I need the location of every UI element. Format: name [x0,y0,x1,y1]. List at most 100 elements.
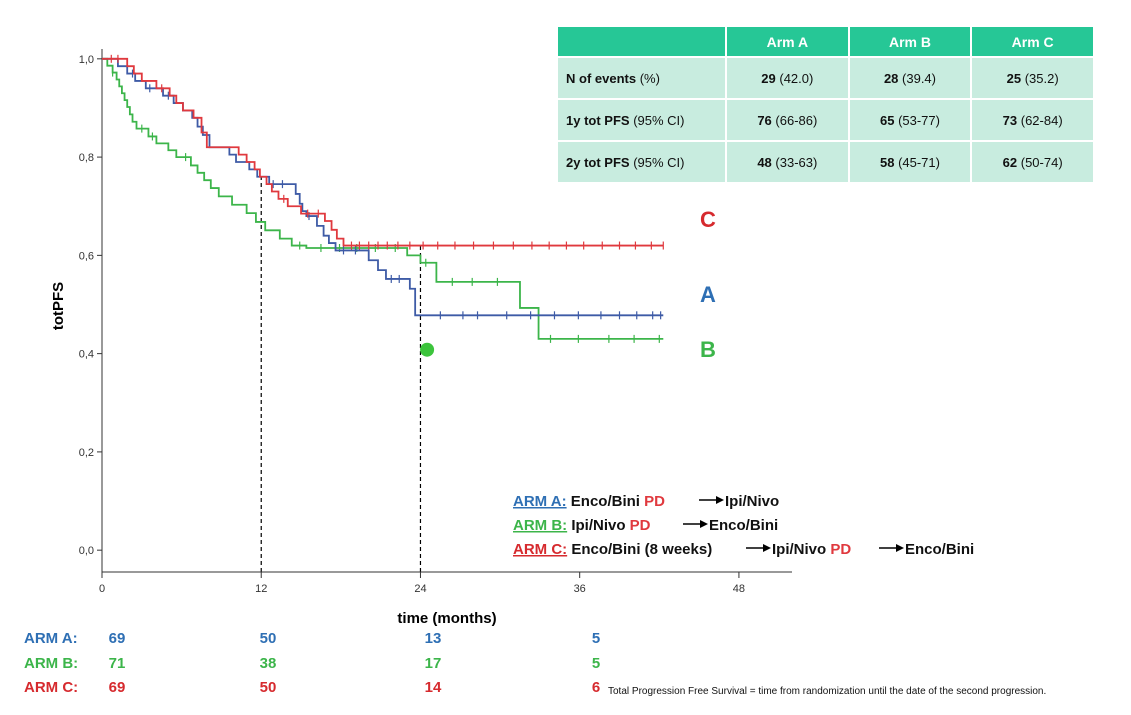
cell-detail: (42.0) [775,70,814,86]
risk-count: 14 [425,679,442,696]
arm-b-pd: PD [630,517,651,534]
series-a-end-label: A [700,282,716,307]
reference-lines [260,174,422,572]
risk-row-label: ARM A: [24,630,78,647]
series-c-end-label: C [700,207,716,232]
row-label: N of events (%) [558,58,725,98]
table-cell: 48 (33-63) [727,142,848,182]
table-header-arm-b: Arm B [849,27,971,56]
table-cell: 76 (66-86) [727,100,848,140]
x-tick-label: 0 [99,583,105,595]
risk-row-label: ARM C: [24,679,78,696]
cell-detail: (45-71) [894,154,940,170]
arm-b-name: ARM B: [513,517,567,534]
cell-value: 62 [1002,154,1018,170]
arm-c-text1: Enco/Bini (8 weeks) [567,541,712,558]
table-cell: 62 (50-74) [972,142,1093,182]
risk-count: 69 [109,679,126,696]
table-cell: 73 (62-84) [972,100,1093,140]
row-label-main: 2y tot PFS [566,154,630,170]
table-cell: 58 (45-71) [849,142,971,182]
table-header-arm-a: Arm A [727,27,848,56]
y-tick-label: 1,0 [79,54,94,66]
arm-c-arrowhead2-icon [896,544,904,552]
risk-row-label: ARM B: [24,655,78,672]
risk-count: 71 [109,655,126,672]
risk-count: 50 [260,679,277,696]
arm-a-description: ARM A: Enco/Bini PD [513,493,665,510]
cell-value: 65 [879,112,895,128]
risk-count: 38 [260,655,277,672]
cell-value: 76 [757,112,772,128]
arm-a-arrowhead-icon [716,496,724,504]
cell-detail: (62-84) [1017,112,1063,128]
table-cell: 25 (35.2) [972,58,1093,98]
cell-detail: (50-74) [1017,154,1063,170]
arm-c-text-mid: Ipi/Nivo [772,541,830,558]
row-label-unit: (%) [636,70,660,86]
risk-count: 6 [592,679,600,696]
x-tick-label: 36 [574,583,586,595]
table-row: 2y tot PFS (95% CI) 48 (33-63) 58 (45-71… [558,142,1093,182]
risk-count: 17 [425,655,442,672]
series-line-a [102,57,664,317]
arm-c-description-mid: Ipi/Nivo PD [772,541,851,558]
arm-c-text2: Enco/Bini [905,541,974,558]
risk-count: 5 [592,655,600,672]
arm-legend: ARM A: Enco/Bini PD Ipi/Nivo ARM B: Ipi/… [513,493,974,558]
y-tick-label: 0,0 [79,545,94,557]
table-cell: 65 (53-77) [849,100,971,140]
table-row: N of events (%) 29 (42.0) 28 (39.4) 25 (… [558,58,1093,98]
arm-b-arrowhead-icon [700,520,708,528]
table-row: 1y tot PFS (95% CI) 76 (66-86) 65 (53-77… [558,100,1093,140]
table-cell: 29 (42.0) [727,58,848,98]
arm-a-text2: Ipi/Nivo [725,493,779,510]
cell-detail: (39.4) [898,70,936,86]
numbers-at-risk: ARM A: 69 50 13 5 ARM B: 71 38 17 5 ARM C: 69 50 14 6 [24,630,600,696]
cell-detail: (35.2) [1021,70,1059,86]
arm-c-description: ARM C: Enco/Bini (8 weeks) [513,541,712,558]
row-label: 1y tot PFS (95% CI) [558,100,725,140]
series-b-end-label: B [700,337,716,362]
row-label-unit: (95% CI) [629,112,685,128]
table-header-row: Arm A Arm B Arm C [558,27,1093,56]
green-dot-marker [420,342,435,357]
cell-value: 48 [757,154,772,170]
cell-value: 29 [761,70,776,86]
row-label: 2y tot PFS (95% CI) [558,142,725,182]
arm-b-text2: Enco/Bini [709,517,778,534]
cell-value: 28 [883,70,899,86]
y-tick-label: 0,8 [79,152,94,164]
risk-count: 5 [592,630,600,647]
x-axis-title: time (months) [397,610,496,627]
arm-a-name: ARM A: [513,493,567,510]
series-c [102,54,664,250]
table-header-corner [558,27,725,56]
table-header-arm-c: Arm C [972,27,1093,56]
arm-a-pd: PD [644,493,665,510]
y-axis-title: totPFS [50,282,67,330]
x-tick-label: 48 [733,583,745,595]
series-line-c [102,57,664,247]
footnote: Total Progression Free Survival = time f… [608,686,1046,697]
arm-b-description: ARM B: Ipi/Nivo PD [513,517,651,534]
arm-b-text1: Ipi/Nivo [567,517,630,534]
survival-curves [102,54,664,357]
cell-detail: (33-63) [771,154,818,170]
cell-value: 25 [1006,70,1022,86]
y-tick-label: 0,4 [79,349,94,361]
row-label-main: N of events [566,70,637,86]
risk-count: 13 [425,630,442,647]
arm-a-text1: Enco/Bini [567,493,645,510]
y-tick-label: 0,2 [79,447,94,459]
axes: 0,0 0,2 0,4 0,6 0,8 1,0 0 12 24 36 48 [79,49,792,595]
cell-value: 73 [1002,112,1018,128]
x-tick-label: 12 [255,583,267,595]
table-cell: 28 (39.4) [849,58,971,98]
risk-count: 69 [109,630,126,647]
arm-c-pd: PD [830,541,851,558]
arm-c-arrowhead1-icon [763,544,771,552]
arm-c-name: ARM C: [513,541,567,558]
row-label-main: 1y tot PFS [566,112,630,128]
